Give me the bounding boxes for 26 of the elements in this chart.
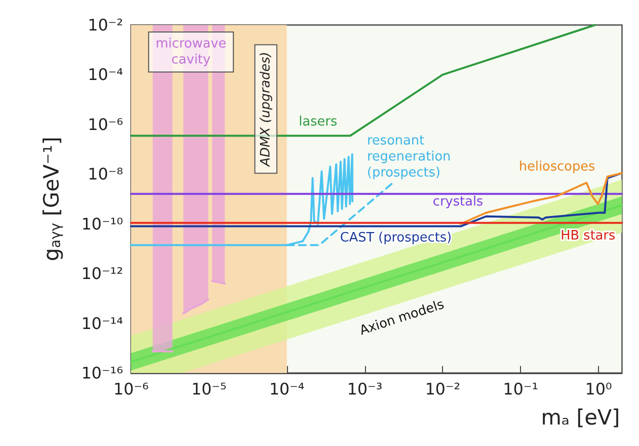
x-tick-label: 10⁻³ <box>347 380 382 398</box>
y-tick-label: 10⁻⁶ <box>88 114 123 134</box>
x-tick-label: 10⁻⁶ <box>113 380 149 398</box>
x-tick-label: 10⁻² <box>425 380 460 398</box>
y-tick-label: 10⁻¹⁶ <box>81 364 123 382</box>
y-tick-label: 10⁻¹⁴ <box>81 314 123 333</box>
y-tick-label: 10⁻¹² <box>81 264 123 284</box>
y-tick-label: 10⁻⁸ <box>88 164 123 184</box>
y-axis-title: gaγγ [GeV⁻¹] <box>39 136 64 262</box>
x-tick-label: 10⁻⁵ <box>191 380 227 398</box>
annotation: microwave cavity <box>156 36 226 68</box>
annotation: HB stars <box>560 228 616 244</box>
y-tick-label: 10⁻² <box>88 16 123 34</box>
band-label: ADMX (upgrades) <box>258 52 274 168</box>
annotation: Axion models <box>358 297 446 339</box>
x-tick-label: 10⁰ <box>585 380 612 398</box>
annotation: resonant regeneration (prospects) <box>367 134 451 180</box>
y-tick-label: 10⁻⁴ <box>88 65 123 84</box>
annotation: CAST (prospects) <box>340 230 452 246</box>
annotation: helioscopes <box>518 160 596 174</box>
x-tick-label: 10⁻¹ <box>503 380 538 398</box>
annotation: crystals <box>432 194 484 210</box>
y-tick-label: 10⁻¹⁰ <box>81 214 123 234</box>
x-tick-label: 10⁻⁴ <box>269 380 304 398</box>
x-axis-title: mₐ [eV] <box>540 406 620 430</box>
annotation: lasers <box>298 114 338 130</box>
